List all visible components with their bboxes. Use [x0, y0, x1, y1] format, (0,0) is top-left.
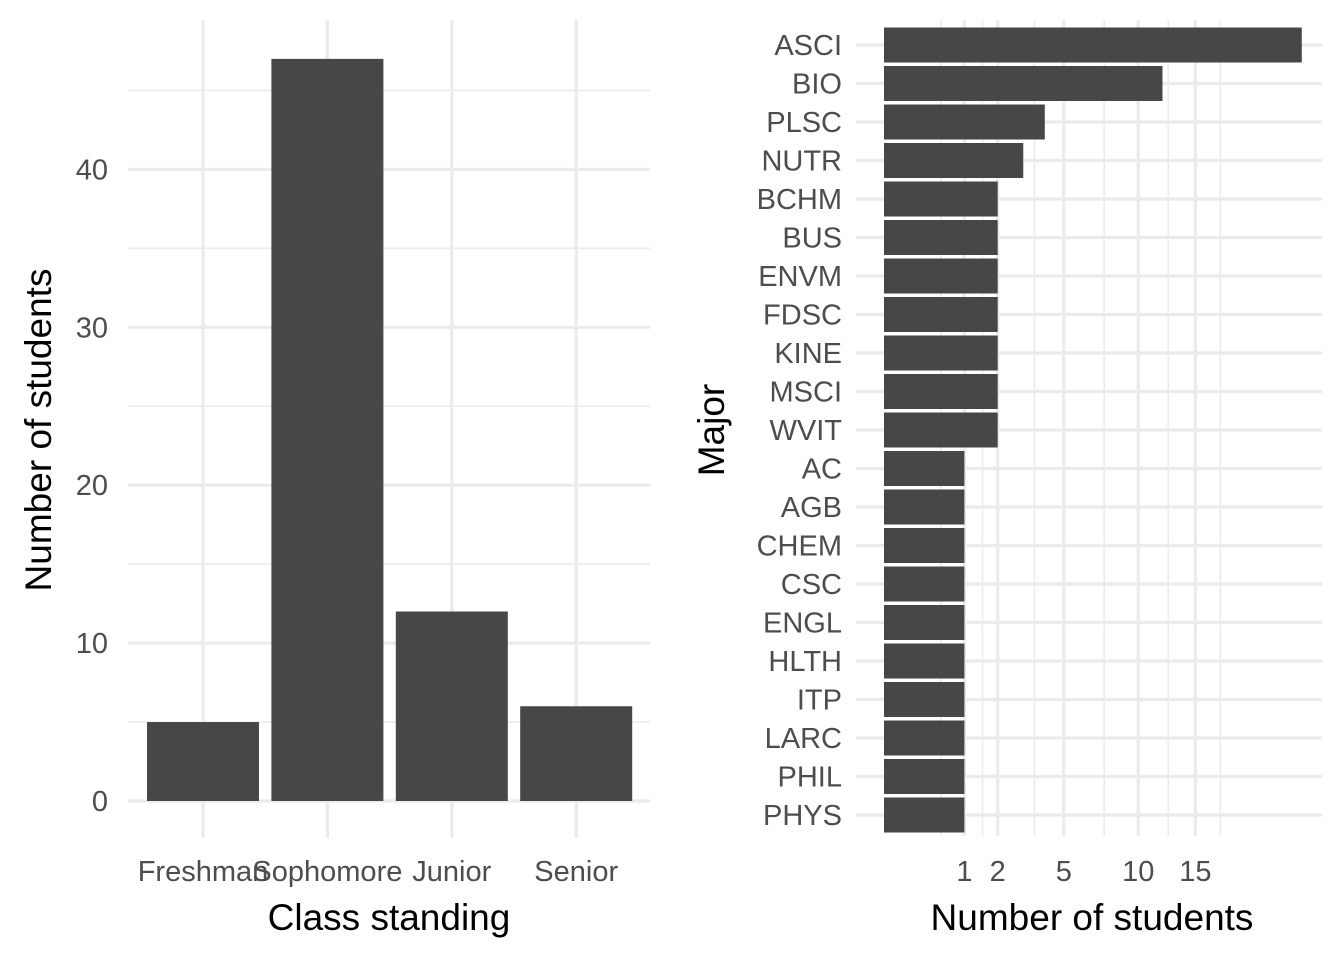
right-y-tick-engl: ENGL [763, 608, 842, 640]
bar-msci [884, 374, 998, 409]
right-y-tick-bus: BUS [782, 223, 842, 255]
right-y-tick-bchm: BCHM [757, 184, 842, 216]
left-y-tick-0: 0 [92, 786, 108, 818]
right-y-tick-nutr: NUTR [761, 146, 842, 178]
bar-larc [884, 720, 965, 756]
left-x-tick-senior: Senior [534, 856, 618, 888]
right-x-tick-2: 2 [990, 856, 1006, 888]
left-x-tick-freshman: Freshman [138, 856, 269, 888]
right-y-tick-csc: CSC [781, 569, 842, 601]
bar-csc [884, 566, 965, 602]
left-y-axis-title: Number of students [18, 269, 59, 592]
bar-bio [884, 66, 1163, 101]
left-x-axis-title: Class standing [268, 897, 511, 938]
bar-asci [884, 27, 1302, 63]
left-y-tick-30: 30 [76, 312, 108, 344]
right-y-tick-asci: ASCI [774, 30, 842, 62]
bar-senior [520, 706, 633, 801]
left-y-tick-40: 40 [76, 154, 108, 186]
left-y-tick-labels: 0 10 20 30 40 [76, 154, 108, 818]
right-y-tick-agb: AGB [781, 492, 842, 524]
bar-nutr [884, 143, 1024, 178]
right-y-tick-wvit: WVIT [770, 415, 843, 447]
bar-itp [884, 682, 965, 717]
right-y-tick-plsc: PLSC [766, 107, 842, 139]
bar-hlth [884, 643, 965, 679]
right-y-tick-msci: MSCI [770, 377, 843, 409]
right-bars [884, 27, 1302, 833]
right-y-tick-labels: ASCI BIO PLSC NUTR BCHM BUS ENVM FDSC KINE MSCI WV… [757, 30, 843, 832]
right-x-tick-1: 1 [956, 856, 972, 888]
left-bars [147, 58, 633, 802]
right-x-axis-title: Number of students [931, 897, 1254, 938]
bar-envm [884, 258, 998, 294]
bar-wvit [884, 412, 998, 448]
right-y-tick-envm: ENVM [758, 261, 842, 293]
bar-plsc [884, 104, 1045, 140]
bar-agb [884, 489, 965, 525]
bar-engl [884, 605, 965, 640]
right-x-tick-5: 5 [1056, 856, 1072, 888]
right-y-tick-larc: LARC [765, 723, 842, 755]
right-y-tick-chem: CHEM [757, 531, 842, 563]
left-y-tick-10: 10 [76, 628, 108, 660]
right-x-tick-labels: 1 2 5 10 15 [956, 856, 1211, 888]
bar-bus [884, 220, 998, 255]
right-y-tick-ac: AC [802, 454, 842, 486]
major-panel: ASCI BIO PLSC NUTR BCHM BUS ENVM FDSC KINE MSCI WV… [691, 20, 1322, 938]
bar-phys [884, 797, 965, 833]
bar-junior [395, 611, 508, 801]
right-y-tick-phys: PHYS [763, 800, 842, 832]
right-y-tick-hlth: HLTH [768, 646, 842, 678]
bar-bchm [884, 181, 998, 217]
right-y-tick-bio: BIO [792, 69, 842, 101]
right-x-tick-10: 10 [1122, 856, 1154, 888]
right-y-tick-phil: PHIL [778, 762, 842, 794]
left-x-tick-sophomore: Sophomore [252, 856, 402, 888]
bar-ac [884, 451, 965, 486]
left-x-tick-junior: Junior [412, 856, 491, 888]
bar-kine [884, 335, 998, 371]
right-y-axis-title: Major [691, 384, 732, 477]
bar-sophomore [271, 58, 384, 802]
bar-chem [884, 528, 965, 563]
bar-fdsc [884, 297, 998, 332]
bar-freshman [147, 722, 259, 801]
left-y-tick-20: 20 [76, 470, 108, 502]
bar-phil [884, 759, 965, 794]
right-y-tick-fdsc: FDSC [763, 300, 842, 332]
right-y-tick-kine: KINE [774, 338, 842, 370]
right-y-tick-itp: ITP [797, 685, 842, 717]
right-x-tick-15: 15 [1179, 856, 1211, 888]
